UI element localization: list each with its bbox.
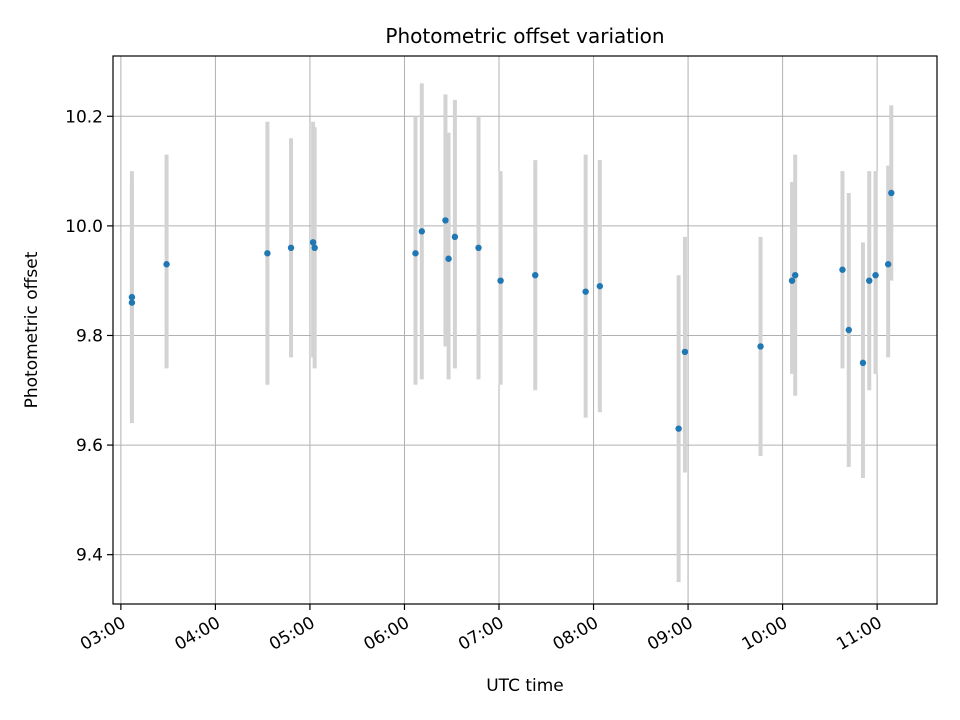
data-point bbox=[845, 326, 852, 334]
x-axis-label: UTC time bbox=[486, 676, 564, 696]
data-point bbox=[309, 239, 317, 246]
data-point bbox=[839, 266, 846, 273]
data-point bbox=[872, 272, 879, 279]
data-point bbox=[582, 288, 589, 295]
data-point bbox=[451, 233, 459, 241]
y-axis-label: Photometric offset bbox=[22, 251, 42, 408]
data-point bbox=[445, 255, 452, 262]
grid-lines bbox=[113, 56, 937, 604]
data-point bbox=[757, 343, 764, 350]
data-point bbox=[264, 250, 271, 257]
data-point bbox=[859, 359, 867, 367]
y-tick-label: 9.4 bbox=[76, 546, 103, 566]
chart-title: Photometric offset variation bbox=[385, 24, 664, 48]
data-point bbox=[497, 277, 504, 284]
data-point bbox=[675, 425, 682, 432]
data-point bbox=[792, 272, 799, 279]
data-point bbox=[532, 272, 539, 279]
data-point bbox=[442, 217, 449, 224]
data-point bbox=[888, 189, 895, 197]
y-tick-label: 10.2 bbox=[65, 107, 103, 127]
data-point bbox=[475, 244, 482, 251]
data-points bbox=[128, 189, 895, 432]
data-point bbox=[788, 277, 796, 284]
y-tick-label: 10.0 bbox=[65, 217, 103, 237]
data-point bbox=[866, 277, 873, 284]
y-tick-label: 9.8 bbox=[76, 326, 103, 346]
data-point bbox=[681, 348, 689, 356]
data-point bbox=[884, 261, 892, 268]
data-point bbox=[418, 228, 426, 235]
y-tick-label: 9.6 bbox=[76, 436, 103, 456]
data-point bbox=[128, 299, 136, 306]
data-point bbox=[311, 244, 318, 251]
y-axis-ticks: 9.4 9.6 9.8 10.0 10.2 bbox=[65, 107, 113, 566]
data-point bbox=[128, 293, 136, 301]
data-point bbox=[163, 261, 170, 268]
plot-frame bbox=[112, 55, 938, 605]
data-point bbox=[287, 244, 295, 251]
data-point bbox=[596, 282, 604, 290]
data-point bbox=[412, 250, 419, 257]
